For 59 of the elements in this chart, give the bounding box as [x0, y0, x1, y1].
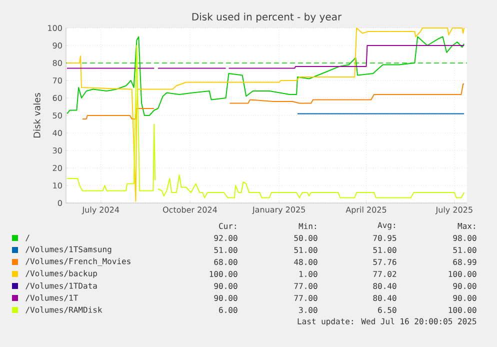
legend-label: /Volumes/RAMDisk [26, 306, 102, 314]
y-tick-label: 20 [52, 164, 62, 172]
y-tick-label: 60 [52, 94, 62, 102]
line-series [66, 36, 465, 116]
legend-label: / [26, 234, 30, 242]
text: 98.00 [453, 234, 476, 242]
x-tick-label: July 2024 [82, 206, 120, 214]
text: 100.00 [448, 270, 476, 278]
text: 90.00 [453, 294, 476, 302]
x-tick-label: July 2025 [435, 206, 472, 214]
text: 77.00 [294, 282, 318, 290]
text: 68.99 [453, 258, 476, 266]
y-axis-title: Disk vales [33, 93, 40, 138]
y-tick-label: 10 [53, 182, 62, 189]
text: 77.02 [373, 270, 396, 278]
text: 51.00 [214, 246, 238, 254]
text: 51.00 [294, 246, 318, 254]
legend-label: /Volumes/backup [26, 270, 97, 278]
text: Cur: [219, 222, 236, 230]
y-tick-label: 70 [52, 77, 62, 84]
y-tick-label: 0 [58, 200, 62, 206]
x-tick-label: January 2025 [252, 206, 306, 214]
y-tick-label: 90 [52, 42, 62, 49]
text: 100.00 [448, 306, 476, 314]
legend-label: /Volumes/1TData [26, 282, 97, 290]
text: 6.50 [378, 306, 396, 314]
legend-label: /Volumes/1TSamsung [26, 246, 112, 254]
text: 48.00 [294, 258, 318, 266]
text: 50.00 [294, 234, 318, 242]
text: Avg: [378, 222, 395, 230]
text: 70.95 [373, 234, 396, 242]
text: 90.00 [214, 294, 238, 302]
text: 90.00 [453, 282, 476, 290]
text: 77.00 [294, 294, 318, 302]
text: Max: [458, 223, 475, 229]
text: 68.00 [214, 258, 238, 266]
text: Last update: Wed Jul 16 20:00:05 2025 [298, 318, 476, 326]
text: 51.00 [453, 246, 476, 254]
x-tick-label: October 2024 [162, 206, 217, 213]
text: 1.00 [299, 270, 318, 278]
text: 57.76 [373, 258, 396, 266]
chart-title: Disk used in percent - by year [192, 12, 342, 22]
y-tick-label: 30 [52, 147, 62, 154]
legend-label: /Volumes/1T [26, 294, 78, 302]
text: 6.00 [219, 306, 238, 314]
y-tick-label: 50 [52, 112, 62, 119]
y-tick-label: 80 [52, 60, 62, 66]
x-tick-label: April 2025 [346, 206, 386, 214]
text: 80.40 [373, 294, 396, 302]
text: 51.00 [373, 246, 396, 254]
text: 92.00 [214, 234, 238, 242]
text: 100.00 [210, 270, 238, 278]
text: 90.00 [214, 282, 238, 290]
text: 3.00 [299, 306, 318, 314]
y-tick-label: 100 [48, 24, 62, 32]
legend-label: /Volumes/French_Movies [26, 258, 130, 266]
y-tick-label: 40 [52, 130, 62, 136]
text: 80.40 [373, 282, 396, 290]
text: Min: [298, 222, 316, 230]
